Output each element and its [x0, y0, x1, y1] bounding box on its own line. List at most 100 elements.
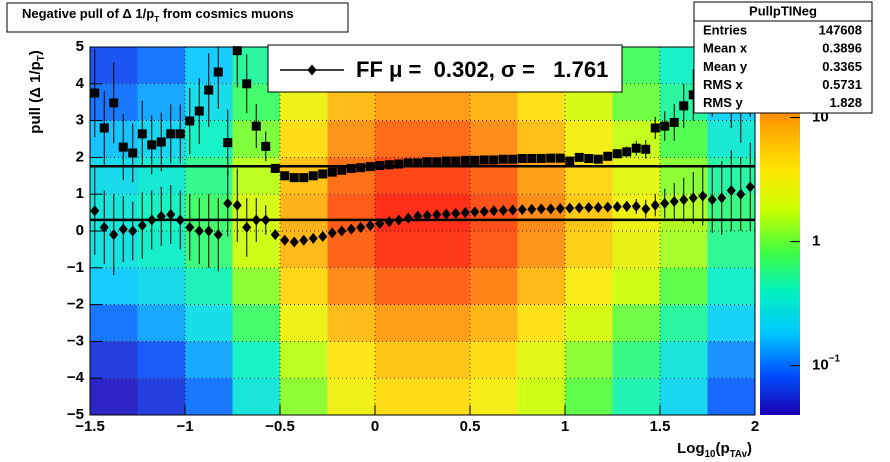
square-marker	[289, 173, 299, 183]
stats-name: Mean y	[703, 59, 748, 74]
square-marker	[223, 138, 233, 148]
heat-cell	[90, 157, 138, 195]
heat-cell	[612, 378, 660, 415]
heat-cell	[660, 231, 708, 268]
y-tick-label: −2	[67, 296, 84, 313]
diamond-marker	[460, 207, 470, 219]
square-marker	[213, 67, 223, 77]
heat-cell	[280, 194, 328, 231]
square-marker	[470, 155, 480, 165]
square-marker	[650, 123, 660, 133]
square-marker	[384, 160, 394, 170]
square-marker	[489, 155, 499, 165]
x-tick-label: −0.5	[265, 418, 295, 435]
heat-cell	[612, 304, 660, 342]
diamond-marker	[536, 203, 546, 215]
heat-cell	[707, 267, 755, 305]
square-marker	[432, 157, 442, 167]
diamond-marker	[213, 229, 223, 241]
diamond-marker	[593, 201, 603, 213]
heat-cell	[185, 267, 233, 305]
heat-cell	[90, 341, 138, 379]
square-marker	[555, 153, 565, 163]
square-marker	[308, 171, 318, 181]
square-marker	[479, 155, 489, 165]
heat-cell	[565, 378, 613, 415]
stats-value: 0.3365	[822, 59, 862, 74]
square-marker	[270, 163, 280, 173]
diamond-marker	[394, 214, 404, 226]
square-marker	[90, 88, 100, 98]
heat-cell	[517, 341, 565, 379]
square-marker	[346, 163, 356, 173]
diamond-marker	[147, 214, 157, 226]
heat-cell	[232, 157, 280, 195]
square-marker	[251, 121, 261, 131]
diamond-marker	[99, 221, 109, 233]
square-marker	[441, 156, 451, 166]
diamond-marker	[508, 204, 518, 216]
label-part: from cosmics muons	[159, 6, 293, 21]
square-marker	[128, 148, 138, 158]
stats-name: Entries	[703, 22, 747, 37]
heat-cell	[280, 120, 328, 158]
square-marker	[413, 158, 423, 168]
y-tick-label: 3	[76, 112, 84, 129]
heat-cell	[565, 304, 613, 342]
heat-cell	[422, 120, 470, 158]
heat-cell	[612, 231, 660, 268]
heat-cell	[660, 378, 708, 415]
square-marker	[232, 46, 242, 56]
heat-cell	[612, 157, 660, 195]
heat-cell	[185, 157, 233, 195]
diamond-marker	[698, 190, 708, 202]
y-tick-label: 1	[76, 185, 84, 202]
label-part: T	[36, 55, 47, 61]
diamond-marker	[318, 231, 328, 243]
square-marker	[584, 154, 594, 164]
square-marker	[242, 79, 252, 89]
heat-cell	[90, 378, 138, 415]
square-marker	[118, 142, 128, 152]
x-tick-label: 2	[751, 418, 759, 435]
diamond-marker	[90, 205, 100, 217]
diamond-marker	[603, 201, 613, 213]
heat-cell	[565, 341, 613, 379]
heat-cell	[470, 341, 518, 379]
square-marker	[669, 117, 679, 127]
diamond-marker	[166, 208, 176, 220]
stats-name: Mean x	[703, 41, 748, 56]
stats-value: 1.828	[829, 95, 862, 110]
heat-cell	[137, 267, 185, 305]
heat-cell	[327, 378, 375, 415]
heat-cell	[517, 231, 565, 268]
stats-value: 147608	[819, 22, 862, 37]
square-marker	[527, 154, 537, 164]
diamond-marker	[546, 203, 556, 215]
diamond-marker	[223, 197, 233, 209]
square-marker	[498, 154, 508, 164]
diamond-marker	[527, 203, 537, 215]
heat-cell	[470, 231, 518, 268]
diamond-marker	[280, 234, 290, 246]
heat-cell	[137, 304, 185, 342]
diamond-marker	[707, 194, 717, 206]
z-tick-label: 10−1	[812, 353, 841, 373]
y-tick-label: 4	[76, 75, 85, 92]
diamond-marker	[479, 205, 489, 217]
square-marker	[679, 101, 689, 111]
square-marker	[574, 152, 584, 162]
stats-name: RMS x	[703, 77, 744, 92]
diamond-marker	[118, 223, 128, 235]
heat-cell	[327, 267, 375, 305]
x-tick-label: −1	[176, 418, 193, 435]
diamond-marker	[299, 234, 309, 246]
heat-cell	[280, 341, 328, 379]
heat-cell	[375, 267, 423, 305]
diamond-marker	[251, 214, 261, 226]
diamond-marker	[432, 209, 442, 221]
heat-cell	[280, 304, 328, 342]
y-tick-label: 0	[76, 222, 84, 239]
diamond-marker	[261, 214, 271, 226]
diamond-marker	[204, 225, 214, 237]
